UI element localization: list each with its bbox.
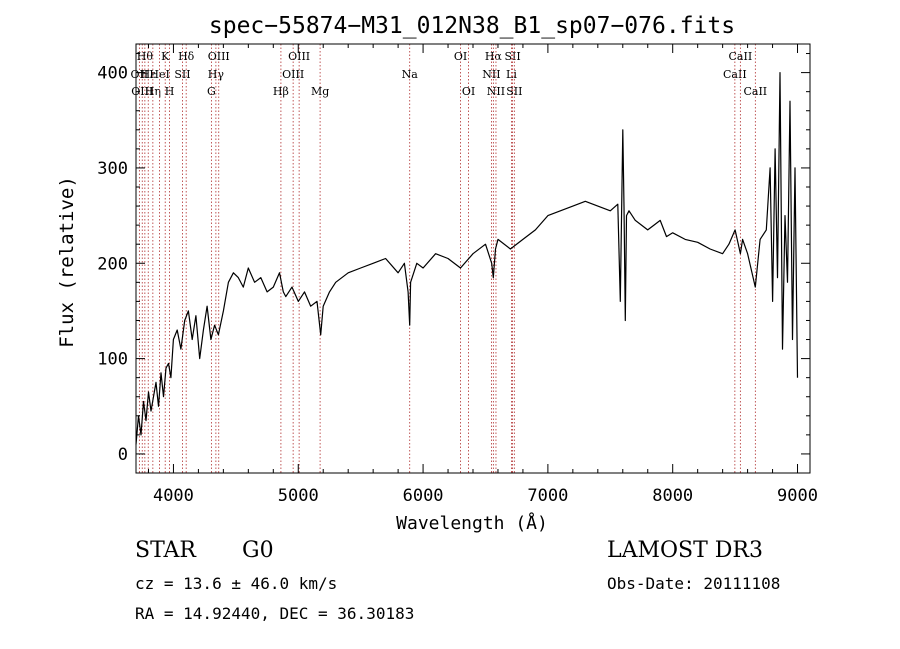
line-marker-label: Hβ [273, 85, 289, 98]
y-tick-label: 100 [97, 350, 128, 370]
axis-ticks: 4000 5000 6000 7000 8000 9000 0 100 200 300 400 [97, 44, 818, 506]
ra-dec-coordinates: RA = 14.92440, DEC = 36.30183 [135, 604, 415, 623]
line-marker-label: OIII [208, 50, 230, 63]
line-marker-label: CaII [729, 50, 753, 63]
line-marker-label: Hθ [137, 50, 154, 63]
line-marker-label: NII [482, 68, 500, 81]
line-marker-label: Hε [141, 68, 157, 81]
x-tick-label: 9000 [777, 486, 818, 506]
chart-title: spec−55874−M31_012N38_B1_sp07−076.fits [209, 13, 735, 39]
x-tick-label: 4000 [153, 486, 194, 506]
line-marker-label: K [161, 50, 170, 63]
plot-frame [135, 43, 811, 474]
y-tick-label: 0 [118, 445, 128, 465]
line-marker-label: OIII [288, 50, 310, 63]
line-marker-label: G [207, 85, 216, 98]
observation-date: Obs-Date: 20111108 [607, 574, 781, 593]
x-tick-label: 5000 [278, 486, 319, 506]
line-marker-label: H [165, 85, 175, 98]
line-marker-label: OIII [282, 68, 304, 81]
line-marker-label: OIII [131, 85, 153, 98]
line-marker-label: OI [454, 50, 467, 63]
emission-line-markers: OII OIII Hθ Hε Hη HeI K H SII Hδ G Hγ OIII Hβ OIII OIII… [131, 44, 767, 473]
redshift-velocity: cz = 13.6 ± 46.0 km/s [135, 574, 338, 593]
y-tick-label: 300 [97, 159, 128, 179]
line-marker-label: Hη [145, 85, 161, 98]
line-marker-label: SII [174, 68, 190, 81]
line-marker-label: Na [402, 68, 419, 81]
line-marker-label: Mg [311, 85, 329, 98]
spectrum-series [135, 71, 799, 445]
line-marker-label: SII [504, 50, 520, 63]
line-marker-label: Li [506, 68, 517, 81]
object-subclass: G0 [242, 538, 274, 563]
x-tick-label: 7000 [527, 486, 568, 506]
line-marker-label: OII [131, 68, 149, 81]
y-axis-label: Flux (relative) [56, 176, 78, 348]
line-marker-label: Hα [485, 50, 503, 63]
line-marker-label: SII [506, 85, 522, 98]
x-tick-label: 8000 [652, 486, 693, 506]
line-marker-label: Hγ [208, 68, 225, 81]
line-marker-label: OI [462, 85, 475, 98]
x-tick-label: 6000 [403, 486, 444, 506]
y-tick-label: 200 [97, 254, 128, 274]
line-marker-label: CaII [723, 68, 747, 81]
line-marker-label: NII [487, 85, 505, 98]
spectrum-line-0 [135, 71, 799, 445]
line-marker-label: Hδ [178, 50, 195, 63]
line-marker-label: CaII [743, 85, 767, 98]
y-tick-label: 400 [97, 64, 128, 84]
object-class: STAR [135, 538, 196, 563]
line-marker-label: HeI [149, 68, 169, 81]
survey-name: LAMOST DR3 [607, 538, 763, 563]
x-axis-label: Wavelength (Å) [396, 512, 548, 534]
